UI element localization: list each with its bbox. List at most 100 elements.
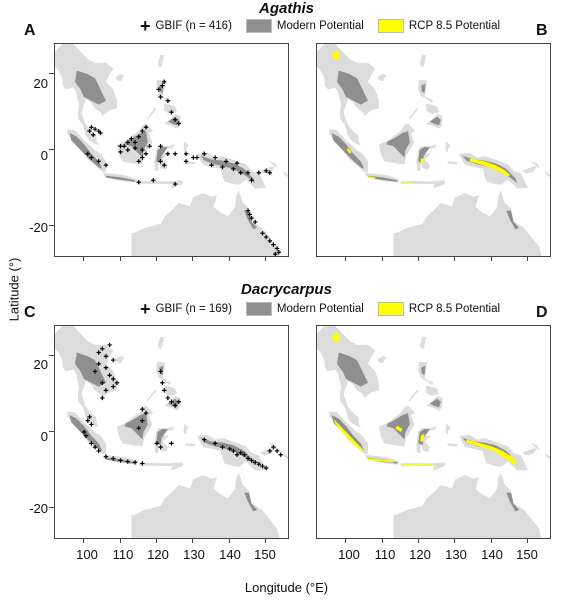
rcp-potential-java [368,458,394,463]
land-halmahera [183,141,189,153]
land-solomons [282,452,288,460]
modern-potential-png [200,437,256,466]
rcp-potential-png [466,439,518,466]
gbif-point [160,380,165,385]
gbif-point [89,422,94,427]
rcp-swatch [377,302,404,316]
x-tick-label: 130 [445,547,467,562]
rcp-potential-n1 [331,331,341,343]
gbif-point [260,231,265,236]
gbif-point [140,128,145,134]
tick-mark [155,256,157,261]
gbif-point [89,125,94,130]
gbif-point [158,144,163,149]
tick-mark [155,538,157,543]
panel-label-c: C [24,304,36,321]
x-tick-label: 120 [409,547,431,562]
y-tick-label: 20 [33,76,48,91]
tick-mark [49,431,54,432]
land-hainan [377,73,387,82]
gbif-point [83,433,89,438]
gbif-point [245,170,251,175]
x-tick-label: 110 [112,547,134,562]
modern-potential-sulawesi [156,147,168,164]
legend-rcp-label: RCP 8.5 Potential [408,20,501,32]
land-solomons [544,452,550,460]
rcp-potential-sul [420,157,424,165]
gbif-point [140,155,145,160]
gbif-point [136,179,141,185]
land-newbritain [260,166,275,174]
modern-potential-sumatra [69,133,103,169]
gbif-point [245,208,251,213]
land-luzon [156,362,172,385]
gbif-point [263,168,269,174]
gbif-point [220,164,225,170]
land-halmahera [445,423,451,435]
land-taiwan [157,336,165,349]
plus-icon: + [140,299,151,319]
tick-mark [490,256,492,261]
land-newireland [530,442,540,450]
x-tick-label: 120 [147,547,169,562]
row2-legend: + GBIF (n = 169) Modern Potential RCP 8.… [140,299,514,319]
tick-mark [49,355,54,357]
gbif-point [98,130,103,136]
rcp-potential-java [368,176,376,179]
modern-potential-java [106,175,136,182]
gbif-point [267,238,272,244]
rcp-potential-sul [420,433,425,442]
gbif-point [96,159,101,164]
gbif-point [92,126,98,132]
modern-potential-sumatra [331,415,365,451]
land-hainan [115,355,125,364]
tick-mark [49,73,54,75]
land-taiwan [419,336,427,349]
gbif-point [158,94,163,100]
gbif-point [256,461,262,467]
y-tick-label: -20 [29,501,48,516]
gbif-point [231,448,236,454]
modern-swatch [245,19,272,33]
gbif-point [158,444,163,450]
gbif-point [125,147,131,153]
land-luzon [418,80,434,103]
gbif-point [91,132,96,138]
modern-potential-borneo [386,413,410,440]
gbif-point [231,166,236,172]
land-australia [393,472,542,538]
x-tick-label: 110 [374,547,396,562]
gbif-point [209,162,214,168]
tick-mark [83,256,85,261]
gbif-point [103,365,109,370]
gbif-point [165,98,171,103]
gbif-point [107,342,112,348]
land-taiwan [157,54,165,67]
modern-potential-indochina [75,70,106,105]
gbif-point [274,246,280,251]
gbif-point [136,159,141,164]
land-lesser [138,462,183,467]
row1-legend: + GBIF (n = 416) Modern Potential RCP 8.… [140,17,514,35]
map-svg [317,44,550,256]
gbif-point [118,149,123,155]
modern-potential-borneo [386,131,410,158]
land-palawan [408,389,419,402]
rcp-potential-sum [333,418,365,451]
gbif-point [267,448,272,454]
land-solomons [544,170,550,178]
y-tick-label: 20 [33,357,48,372]
legend-rcp: RCP 8.5 Potential [377,19,501,33]
legend-modern: Modern Potential [245,302,364,316]
modern-potential-indochina [75,352,106,387]
gbif-point [100,346,105,351]
row2-title: Dacrycarpus [241,281,332,298]
legend-gbif: + GBIF (n = 169) [140,299,232,319]
gbif-point [172,117,178,122]
gbif-point [103,454,109,459]
tick-mark [265,538,267,543]
legend-rcp: RCP 8.5 Potential [377,302,500,316]
gbif-point [103,388,109,393]
gbif-point [125,140,131,145]
x-tick-label: 150 [516,547,538,562]
